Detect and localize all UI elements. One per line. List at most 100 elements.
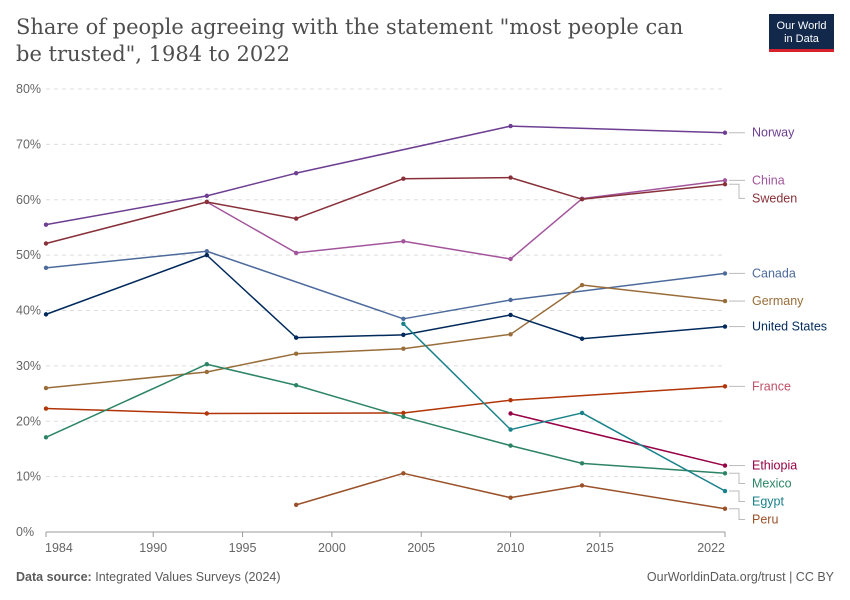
series-label[interactable]: Sweden xyxy=(752,191,797,205)
series-line[interactable] xyxy=(45,125,726,226)
series-label[interactable]: United States xyxy=(752,320,827,334)
chart-title: Share of people agreeing with the statem… xyxy=(16,15,684,66)
y-tick-label: 20% xyxy=(16,414,41,428)
data-point[interactable] xyxy=(204,193,210,199)
data-point[interactable] xyxy=(204,249,210,254)
series-line[interactable] xyxy=(402,323,726,492)
data-point[interactable] xyxy=(508,332,513,337)
data-point[interactable] xyxy=(579,196,585,202)
data-source-link[interactable]: Integrated Values Surveys (2024) xyxy=(95,570,281,584)
data-point[interactable] xyxy=(722,298,728,304)
data-point[interactable] xyxy=(722,324,728,329)
data-point[interactable] xyxy=(401,471,406,476)
data-point[interactable] xyxy=(293,250,299,256)
credit-link[interactable]: OurWorldinData.org/trust | CC BY xyxy=(646,570,834,584)
series-label[interactable]: Mexico xyxy=(752,477,792,491)
x-tick-label: 2010 xyxy=(497,541,525,555)
label-connector xyxy=(729,472,745,485)
data-point[interactable] xyxy=(722,463,728,468)
data-point[interactable] xyxy=(293,351,299,356)
series-label[interactable]: China xyxy=(752,173,785,187)
data-point[interactable] xyxy=(722,384,728,389)
owid-logo[interactable]: Our World in Data xyxy=(769,14,834,52)
x-tick-label: 2000 xyxy=(318,541,346,555)
data-point[interactable] xyxy=(293,216,299,221)
data-point[interactable] xyxy=(508,411,513,416)
data-point[interactable] xyxy=(43,385,49,391)
data-point[interactable] xyxy=(722,271,728,276)
data-point[interactable] xyxy=(722,130,728,135)
data-point[interactable] xyxy=(293,383,299,388)
data-source: Data source: Integrated Values Surveys (… xyxy=(16,570,281,584)
series-line[interactable] xyxy=(45,254,726,340)
series-line[interactable] xyxy=(510,412,726,467)
x-tick-label: 2015 xyxy=(586,541,614,555)
data-point[interactable] xyxy=(579,282,585,288)
series-label[interactable]: Peru xyxy=(752,513,778,527)
x-tick-label: 1995 xyxy=(229,541,257,555)
data-point[interactable] xyxy=(579,483,585,488)
y-tick-label: 10% xyxy=(16,470,41,484)
data-point[interactable] xyxy=(508,123,513,129)
data-point[interactable] xyxy=(43,312,49,317)
data-point[interactable] xyxy=(293,335,299,340)
data-point[interactable] xyxy=(579,410,585,416)
data-point[interactable] xyxy=(722,182,728,187)
data-point[interactable] xyxy=(401,346,406,351)
series-line[interactable] xyxy=(295,472,726,510)
data-source-label: Data source: xyxy=(16,570,92,584)
data-point[interactable] xyxy=(508,427,513,432)
data-point[interactable] xyxy=(43,222,49,227)
series-line[interactable] xyxy=(45,250,726,320)
series-label[interactable]: Norway xyxy=(752,126,795,140)
data-point[interactable] xyxy=(508,398,513,403)
series-label[interactable]: Canada xyxy=(752,266,796,280)
data-point[interactable] xyxy=(293,502,299,508)
data-point[interactable] xyxy=(204,252,210,258)
data-point[interactable] xyxy=(579,461,585,466)
data-point[interactable] xyxy=(401,321,406,326)
data-point[interactable] xyxy=(722,506,728,511)
x-tick-label: 1990 xyxy=(139,541,167,555)
series-line[interactable] xyxy=(45,176,726,245)
data-point[interactable] xyxy=(401,239,406,244)
y-tick-label: 70% xyxy=(16,137,41,151)
y-tick-label: 30% xyxy=(16,359,41,373)
series-line[interactable] xyxy=(45,363,726,475)
data-point[interactable] xyxy=(508,256,513,262)
y-tick-label: 40% xyxy=(16,304,41,318)
data-point[interactable] xyxy=(43,435,49,440)
data-point[interactable] xyxy=(204,362,210,367)
data-point[interactable] xyxy=(722,178,728,183)
data-point[interactable] xyxy=(508,443,513,448)
data-point[interactable] xyxy=(204,411,210,416)
series-label[interactable]: Germany xyxy=(752,294,804,308)
data-point[interactable] xyxy=(401,316,406,322)
data-point[interactable] xyxy=(401,176,406,181)
data-point[interactable] xyxy=(508,312,513,318)
data-point[interactable] xyxy=(204,199,210,205)
data-point[interactable] xyxy=(401,414,406,420)
series-label[interactable]: France xyxy=(752,379,791,393)
data-point[interactable] xyxy=(722,471,728,476)
data-point[interactable] xyxy=(508,297,513,303)
data-point[interactable] xyxy=(293,170,299,176)
y-tick-label: 60% xyxy=(16,193,41,207)
x-tick-label: 2005 xyxy=(407,541,435,555)
data-point[interactable] xyxy=(401,410,406,416)
data-point[interactable] xyxy=(508,175,513,180)
data-point[interactable] xyxy=(43,241,49,246)
y-tick-label: 0% xyxy=(16,525,34,539)
data-point[interactable] xyxy=(43,406,49,411)
data-point[interactable] xyxy=(508,495,513,500)
series-line[interactable] xyxy=(45,284,726,389)
series-line[interactable] xyxy=(206,179,726,260)
data-point[interactable] xyxy=(43,265,49,271)
data-point[interactable] xyxy=(722,488,728,494)
series-label[interactable]: Egypt xyxy=(752,495,784,509)
series-label[interactable]: Ethiopia xyxy=(752,459,797,473)
data-point[interactable] xyxy=(401,332,406,338)
logo-line-2: in Data xyxy=(784,33,819,45)
data-point[interactable] xyxy=(204,369,210,375)
data-point[interactable] xyxy=(579,336,585,341)
